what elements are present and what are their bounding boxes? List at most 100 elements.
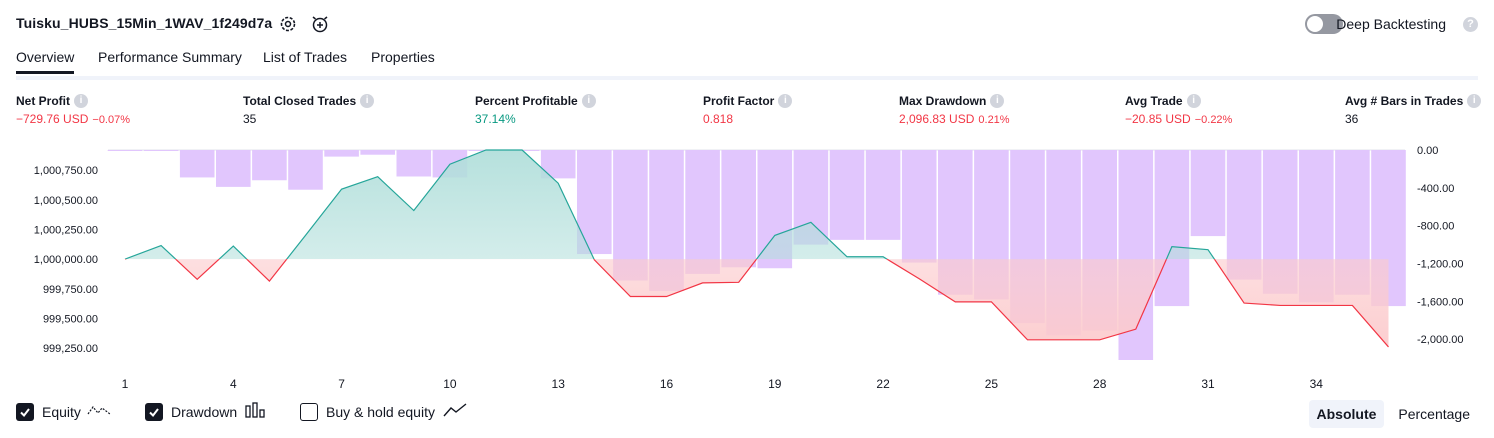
metric-percent-profitable: Percent Profitable i 37.14% xyxy=(475,94,596,126)
metric-profit-factor: Profit Factor i 0.818 xyxy=(703,94,793,126)
y-left-tick-label: 999,250.00 xyxy=(43,343,98,355)
drawdown-bar xyxy=(685,150,720,274)
x-tick-label: 10 xyxy=(443,377,457,391)
tab-properties[interactable]: Properties xyxy=(371,49,435,65)
metric-avg-bars-in-trades: Avg # Bars in Trades i 36 xyxy=(1345,94,1482,126)
metric-max-drawdown: Max Drawdown i 2,096.83 USD 0.21% xyxy=(899,94,1010,126)
metric-value: 35 xyxy=(243,112,257,126)
tab-list-of-trades[interactable]: List of Trades xyxy=(263,49,348,65)
drawdown-bar xyxy=(216,150,251,187)
tab-performance-summary[interactable]: Performance Summary xyxy=(98,49,242,65)
deep-backtesting-control: Deep Backtesting ? xyxy=(1303,14,1478,34)
equity-area-up xyxy=(125,150,1215,260)
y-right-tick-label: -1,600.00 xyxy=(1417,296,1463,308)
info-icon[interactable]: i xyxy=(74,94,88,108)
tab-bar: Overview Performance Summary List of Tra… xyxy=(16,46,1478,80)
legend-equity[interactable]: Equity xyxy=(16,402,111,421)
metric-label: Total Closed Trades xyxy=(243,94,357,108)
y-left-tick-label: 999,500.00 xyxy=(43,313,98,325)
deep-backtesting-label: Deep Backtesting xyxy=(1336,16,1446,32)
checkbox-unchecked-icon[interactable] xyxy=(300,402,318,421)
drawdown-bar xyxy=(107,150,143,151)
metric-value: 37.14% xyxy=(475,112,516,126)
y-right-tick-label: -800.00 xyxy=(1417,221,1454,233)
x-tick-label: 16 xyxy=(660,377,674,391)
drawdown-bar xyxy=(1226,150,1262,280)
strategy-header: Tuisku_HUBS_15Min_1WAV_1f249d7a Deep Bac… xyxy=(16,10,1478,38)
scale-mode-toggle: Absolute Percentage xyxy=(1303,400,1479,428)
metric-label: Avg Trade xyxy=(1125,94,1183,108)
legend-drawdown-label: Drawdown xyxy=(171,403,238,420)
metric-percent: −0.22% xyxy=(1194,114,1233,126)
strategy-title: Tuisku_HUBS_15Min_1WAV_1f249d7a xyxy=(16,15,273,31)
info-icon[interactable]: i xyxy=(1186,94,1201,108)
drawdown-bar xyxy=(901,150,937,263)
checkbox-checked-icon[interactable] xyxy=(16,402,34,421)
tab-overview[interactable]: Overview xyxy=(16,49,75,74)
drawdown-bar xyxy=(1190,150,1226,237)
percentage-button[interactable]: Percentage xyxy=(1398,406,1470,422)
metric-label: Profit Factor xyxy=(703,94,775,108)
drawdown-bar xyxy=(252,150,287,181)
y-left-tick-label: 1,000,250.00 xyxy=(34,224,98,236)
x-tick-label: 31 xyxy=(1201,377,1215,391)
info-icon[interactable]: i xyxy=(360,94,375,108)
metric-percent: 0.21% xyxy=(978,114,1010,126)
settings-gear-icon[interactable] xyxy=(277,13,299,35)
y-right-tick-label: -2,000.00 xyxy=(1417,334,1463,346)
info-icon[interactable]: i xyxy=(990,94,1005,108)
drawdown-bar xyxy=(360,150,395,155)
metric-percent: −0.07% xyxy=(92,114,131,126)
metric-label: Percent Profitable xyxy=(475,94,578,108)
x-tick-label: 22 xyxy=(876,377,890,391)
y-left-tick-label: 1,000,000.00 xyxy=(34,254,98,266)
legend-buy-hold-label: Buy & hold equity xyxy=(326,403,435,420)
metric-value: 36 xyxy=(1345,112,1359,126)
deep-backtesting-toggle[interactable] xyxy=(1305,14,1343,34)
equity-area-down xyxy=(125,259,1389,347)
absolute-button[interactable]: Absolute xyxy=(1308,400,1385,428)
y-left-tick-label: 1,000,750.00 xyxy=(34,165,98,177)
equity-line-up xyxy=(124,149,1216,260)
drawdown-bar xyxy=(613,150,648,281)
info-icon[interactable]: i xyxy=(581,94,596,108)
metric-total-closed-trades: Total Closed Trades i 35 xyxy=(243,94,375,126)
x-tick-label: 28 xyxy=(1093,377,1107,391)
help-icon[interactable]: ? xyxy=(1463,17,1478,32)
metric-net-profit: Net Profit i −729.76 USD −0.07% xyxy=(16,94,130,126)
x-tick-label: 19 xyxy=(768,377,782,391)
metric-label: Avg # Bars in Trades xyxy=(1345,94,1464,108)
y-right-tick-label: -400.00 xyxy=(1417,183,1454,195)
x-tick-label: 1 xyxy=(122,377,129,391)
info-icon[interactable]: i xyxy=(778,94,793,108)
buy-hold-line-icon xyxy=(443,402,467,421)
drawdown-bar xyxy=(396,150,432,177)
checkbox-checked-icon[interactable] xyxy=(145,402,163,421)
y-left-tick-label: 1,000,500.00 xyxy=(34,195,98,207)
legend-buy-hold[interactable]: Buy & hold equity xyxy=(300,402,467,421)
metric-value: −729.76 USD xyxy=(16,112,89,126)
metric-label: Max Drawdown xyxy=(899,94,987,108)
x-tick-label: 34 xyxy=(1310,377,1324,391)
add-alert-icon[interactable] xyxy=(309,13,331,35)
y-left-tick-label: 999,750.00 xyxy=(43,284,98,296)
x-tick-label: 13 xyxy=(552,377,566,391)
metric-label: Net Profit xyxy=(16,94,70,108)
drawdown-bar xyxy=(1154,150,1190,307)
drawdown-bar xyxy=(865,150,901,240)
drawdown-bar xyxy=(143,150,179,151)
equity-drawdown-chart: 1,000,750.00 1,000,500.00 1,000,250.00 1,00… xyxy=(34,145,1464,391)
metric-value: 0.818 xyxy=(703,112,734,126)
drawdown-bar xyxy=(288,150,323,190)
x-tick-label: 4 xyxy=(230,377,237,391)
drawdown-bar xyxy=(721,150,756,268)
legend-equity-label: Equity xyxy=(42,403,81,420)
info-icon[interactable]: i xyxy=(1467,94,1482,108)
x-tick-label: 25 xyxy=(985,377,999,391)
x-tick-label: 7 xyxy=(338,377,345,391)
drawdown-bar xyxy=(179,150,215,178)
y-right-tick-label: 0.00 xyxy=(1417,145,1438,157)
legend-drawdown[interactable]: Drawdown xyxy=(145,402,265,421)
drawdown-bar xyxy=(324,150,359,157)
equity-line-icon xyxy=(87,402,111,421)
